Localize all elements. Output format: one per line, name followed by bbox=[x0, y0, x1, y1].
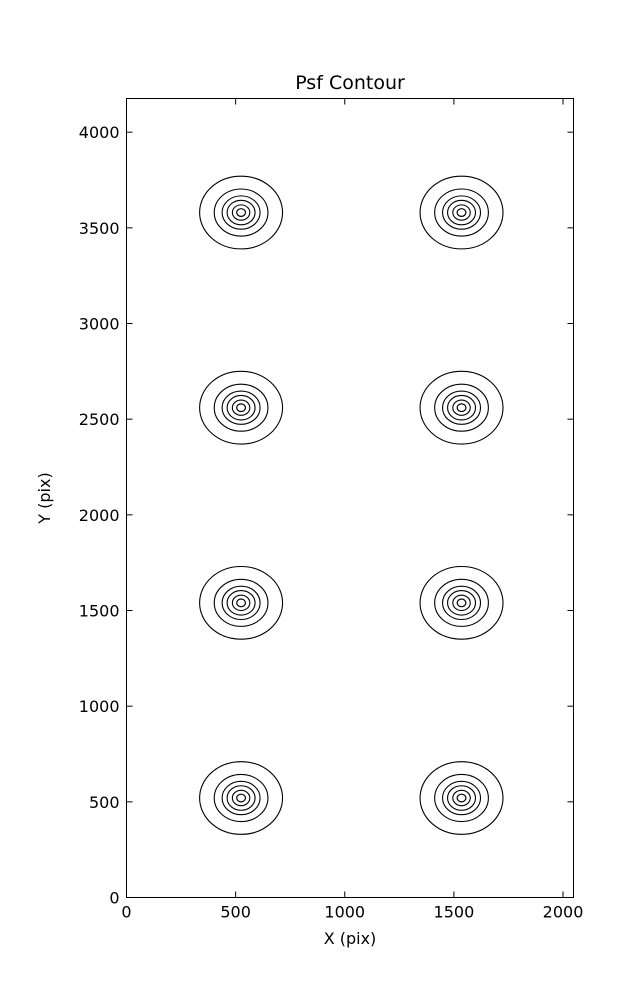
contour-ring bbox=[213, 188, 269, 237]
contour-ring bbox=[213, 383, 269, 432]
y-tick-label: 4000 bbox=[79, 123, 120, 142]
psf-contour-cluster bbox=[419, 370, 504, 445]
psf-contour-cluster bbox=[419, 175, 504, 250]
y-tick-label: 0 bbox=[109, 889, 119, 908]
contour-ring bbox=[231, 594, 251, 612]
y-tick-label: 3000 bbox=[79, 315, 120, 334]
x-tick-label: 1500 bbox=[434, 903, 475, 922]
contour-ring bbox=[231, 399, 251, 416]
contour-ring bbox=[447, 785, 477, 811]
contour-ring bbox=[441, 780, 482, 816]
x-tick-label: 500 bbox=[220, 903, 251, 922]
contour-ring bbox=[434, 188, 489, 237]
y-axis-label: Y (pix) bbox=[35, 472, 54, 524]
contour-ring bbox=[447, 590, 477, 616]
contour-ring bbox=[226, 590, 256, 616]
contour-ring bbox=[236, 793, 247, 803]
x-tick-label: 0 bbox=[121, 903, 131, 922]
y-tick-label: 2000 bbox=[79, 506, 120, 525]
contour-ring bbox=[434, 773, 489, 823]
contour-ring bbox=[452, 594, 471, 612]
psf-contour-cluster bbox=[419, 565, 504, 640]
contour-ring bbox=[213, 578, 269, 627]
contour-ring bbox=[199, 565, 284, 640]
contour-ring bbox=[221, 585, 261, 621]
psf-contour-cluster bbox=[199, 761, 284, 835]
contour-ring bbox=[199, 761, 284, 835]
x-tick-label: 2000 bbox=[543, 903, 584, 922]
contour-ring bbox=[456, 793, 467, 803]
contour-ring bbox=[199, 175, 284, 250]
psf-contour-cluster bbox=[199, 565, 284, 640]
contour-ring bbox=[221, 780, 261, 816]
contour-ring bbox=[452, 204, 471, 221]
contour-ring bbox=[456, 208, 467, 217]
contour-ring bbox=[434, 383, 489, 432]
contour-ring bbox=[199, 370, 284, 445]
contour-ring bbox=[226, 199, 256, 226]
contour-ring bbox=[236, 598, 247, 608]
contour-ring bbox=[213, 773, 269, 823]
y-tick-label: 1500 bbox=[79, 602, 120, 621]
psf-contour-cluster bbox=[419, 761, 504, 835]
contour-ring bbox=[236, 208, 247, 217]
tick-marks-group bbox=[126, 98, 574, 898]
contour-ring bbox=[226, 394, 256, 421]
plot-frame bbox=[126, 98, 574, 898]
x-axis-label: X (pix) bbox=[324, 929, 377, 948]
contour-ring bbox=[419, 175, 504, 250]
y-tick-label: 500 bbox=[89, 793, 120, 812]
contour-ring bbox=[221, 195, 261, 230]
contour-ring bbox=[419, 565, 504, 640]
contour-ring bbox=[456, 403, 467, 413]
contour-ring bbox=[452, 399, 471, 416]
contour-ring bbox=[236, 403, 247, 413]
contour-ring bbox=[447, 394, 477, 421]
contour-rings-group bbox=[199, 175, 504, 835]
contour-ring bbox=[456, 598, 467, 608]
y-tick-label: 3500 bbox=[79, 219, 120, 238]
contour-ring bbox=[441, 585, 482, 621]
contour-ring bbox=[434, 578, 489, 627]
contour-ring bbox=[231, 789, 251, 807]
contour-ring bbox=[441, 195, 482, 230]
contour-ring bbox=[447, 199, 477, 226]
tick-labels-group: 0 500 1000 1500 2000 0 500 1000 1500 2000 2500 3000… bbox=[79, 123, 584, 921]
contour-ring bbox=[221, 390, 261, 425]
psf-contour-cluster bbox=[199, 370, 284, 445]
plot-title: Psf Contour bbox=[295, 72, 405, 94]
contour-ring bbox=[441, 390, 482, 425]
y-tick-label: 2500 bbox=[79, 410, 120, 429]
contour-ring bbox=[226, 785, 256, 811]
y-tick-label: 1000 bbox=[79, 697, 120, 716]
psf-contour-cluster bbox=[199, 175, 284, 250]
x-tick-label: 1000 bbox=[324, 903, 365, 922]
contour-ring bbox=[419, 761, 504, 835]
contour-ring bbox=[231, 204, 251, 221]
contour-ring bbox=[419, 370, 504, 445]
axes-frame-group bbox=[126, 98, 574, 898]
contour-ring bbox=[452, 789, 471, 807]
